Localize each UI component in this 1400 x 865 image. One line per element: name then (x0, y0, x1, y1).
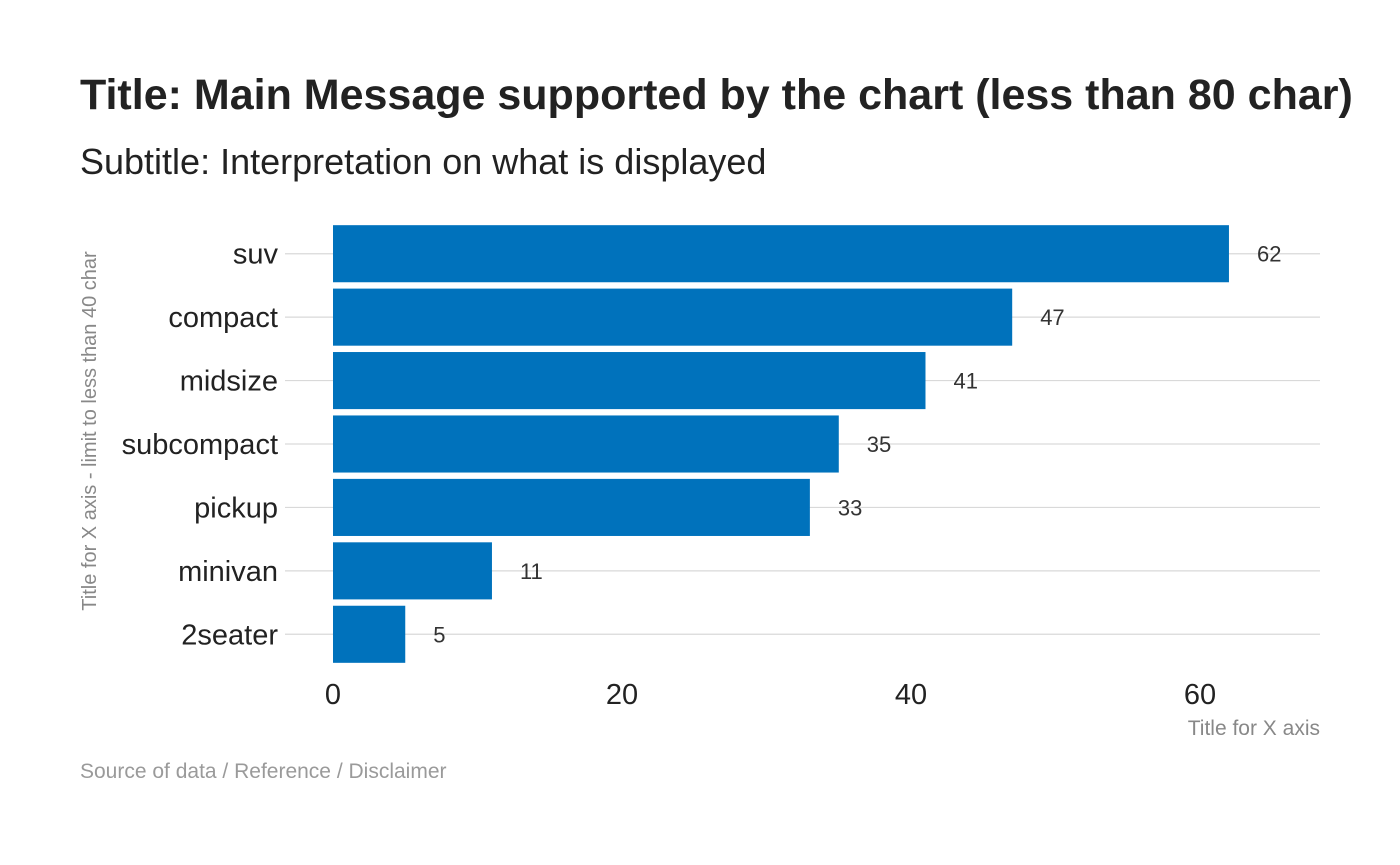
x-tick-label: 60 (1184, 679, 1216, 711)
y-tick-label: subcompact (122, 429, 278, 461)
data-label: 62 (1257, 242, 1281, 267)
x-axis-tick-labels: 0 20 40 60 (325, 679, 1216, 711)
y-tick-label: minivan (178, 556, 278, 588)
data-label: 35 (867, 432, 891, 457)
data-label: 5 (433, 622, 445, 647)
y-axis-tick-labels: suv compact midsize subcompact pickup minivan… (122, 239, 279, 652)
chart-caption: Source of data / Reference / Disclaimer (80, 760, 447, 783)
data-label: 41 (953, 369, 977, 394)
bar (333, 478, 810, 536)
chart-title: Title: Main Message supported by the cha… (80, 71, 1353, 119)
data-label: 33 (838, 495, 862, 520)
bar (333, 415, 839, 473)
x-axis-title: Title for X axis (1188, 717, 1320, 740)
y-axis-title: Title for X axis - limit to less than 40… (79, 251, 101, 611)
data-label: 11 (520, 559, 543, 584)
data-label: 47 (1040, 305, 1064, 330)
bar (333, 542, 492, 600)
bars (333, 225, 1229, 663)
x-tick-label: 40 (895, 679, 927, 711)
y-tick-label: compact (168, 302, 278, 334)
x-tick-label: 20 (606, 679, 638, 711)
x-tick-label: 0 (325, 679, 341, 711)
y-tick-label: suv (233, 239, 279, 271)
bar (333, 605, 406, 663)
bar (333, 288, 1013, 346)
y-tick-label: pickup (194, 492, 278, 524)
chart-subtitle: Subtitle: Interpretation on what is disp… (80, 141, 767, 182)
bar (333, 352, 926, 410)
data-labels: 62 47 41 35 33 11 5 (433, 242, 1281, 648)
y-tick-label: midsize (180, 366, 278, 398)
y-tick-label: 2seater (181, 619, 278, 651)
bar (333, 225, 1229, 283)
